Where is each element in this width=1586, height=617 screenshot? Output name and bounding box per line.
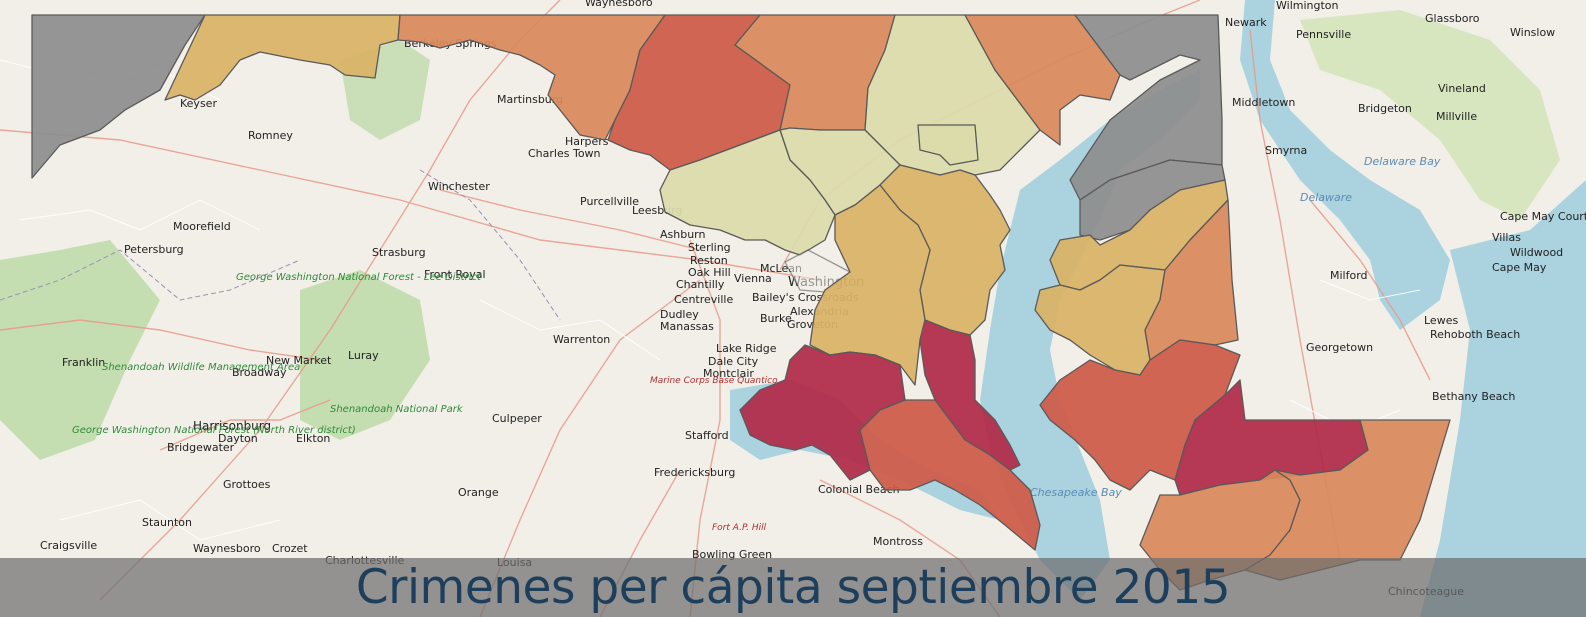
map-label: Reston (690, 254, 728, 267)
map-label: Orange (458, 486, 499, 499)
map-label: Franklin (62, 356, 105, 369)
map-label: Georgetown (1306, 341, 1373, 354)
map-label: Milford (1330, 269, 1368, 282)
map-label: Rehoboth Beach (1430, 328, 1520, 341)
map-label: Pennsville (1296, 28, 1351, 41)
map-label: Shenandoah Wildlife Management Area (102, 362, 300, 373)
map-label: Strasburg (372, 246, 426, 259)
map-label: Dayton (218, 432, 258, 445)
county-cecil[interactable] (1069, 14, 1223, 201)
map-label: Winslow (1510, 26, 1555, 39)
map-label: Luray (348, 349, 379, 362)
county-st-marys[interactable] (859, 399, 1041, 551)
map-label: Charles Town (528, 147, 601, 160)
map-label: Burke (760, 312, 792, 325)
county-calvert[interactable] (919, 319, 1021, 471)
county-baltimore-city[interactable] (917, 124, 979, 166)
map-label: Fredericksburg (654, 466, 735, 479)
map-label: Purcellville (580, 195, 639, 208)
map-label: Centreville (674, 293, 733, 306)
map-label: Smyrna (1265, 144, 1307, 157)
map-label: Ashburn (660, 228, 706, 241)
map-label: Colonial Beach (818, 483, 900, 496)
map-label: Martinsburg (497, 93, 563, 106)
map-label: Broadway (232, 366, 287, 379)
map-label: Elkton (296, 432, 330, 445)
map-label: Glassboro (1425, 12, 1480, 25)
map-label: George Washington National Forest (North… (72, 425, 356, 436)
county-garrett[interactable] (31, 14, 206, 179)
map-label: Grottoes (223, 478, 271, 491)
map-label: Villas (1492, 231, 1521, 244)
map-label: Wilmington (1276, 0, 1339, 12)
map-label: Culpeper (492, 412, 542, 425)
map-label: Crozet (272, 542, 308, 555)
county-allegany[interactable] (164, 14, 401, 101)
map-label: New Market (266, 354, 332, 367)
map-label: Warrenton (553, 333, 610, 346)
map-label: Waynesboro (585, 0, 653, 9)
water-delaware-river (1240, 0, 1450, 330)
county-talbot[interactable] (1034, 264, 1166, 376)
map-label: Millville (1436, 110, 1477, 123)
park-area-nj (1300, 10, 1560, 220)
state-borders (0, 169, 561, 321)
title-bar: Crimenes per cápita septiembre 2015 (0, 558, 1586, 617)
map-label: Fort A.P. Hill (712, 523, 767, 533)
map-label: Middletown (1232, 96, 1295, 109)
map-title: Crimenes per cápita septiembre 2015 (355, 560, 1231, 615)
map-label: Oak Hill (688, 266, 731, 279)
park-area-shenandoah (300, 270, 430, 440)
map-label: Dale City (708, 355, 759, 368)
map-label: Delaware Bay (1364, 155, 1441, 168)
map-label: Bridgeton (1358, 102, 1412, 115)
map-label: Cape May (1492, 261, 1547, 274)
map-label: Front Royal (424, 268, 486, 281)
map-label: Waynesboro (193, 542, 261, 555)
map-label: Manassas (660, 320, 714, 333)
map-label: Newark (1225, 16, 1267, 29)
water-atlantic (1420, 180, 1586, 617)
map-label: Moorefield (173, 220, 231, 233)
map-label: Sterling (688, 241, 731, 254)
map-label: Lake Ridge (716, 342, 777, 355)
map-label: Bowling Green (692, 548, 772, 561)
map-label: Staunton (142, 516, 192, 529)
map-label: Bethany Beach (1432, 390, 1515, 403)
map-label: Harrisonburg (193, 419, 271, 433)
map-label: Winchester (428, 180, 490, 193)
map-label: George Washington National Forest - Lee … (236, 272, 482, 283)
water-chesapeake (980, 70, 1200, 600)
map-label: Delaware (1300, 191, 1352, 204)
map-label: Lewes (1424, 314, 1458, 327)
map-label: Stafford (685, 429, 729, 442)
map-label: Dudley (660, 308, 699, 321)
map-label: Chantilly (676, 278, 725, 291)
map-label: Wildwood (1510, 246, 1563, 259)
map-label: Marine Corps Base Quantico (650, 376, 778, 386)
park-area-west (0, 240, 160, 460)
map-label: Petersburg (124, 243, 184, 256)
map-label: Shenandoah National Park (330, 404, 464, 415)
map-label: Vineland (1438, 82, 1486, 95)
map-label: Romney (248, 129, 293, 142)
map-label: Vienna (734, 272, 772, 285)
map-label: Montclair (703, 367, 754, 380)
map-label: Keyser (180, 97, 217, 110)
map-label: Montross (873, 535, 923, 548)
map-label: Cape May Court House (1500, 210, 1586, 223)
map-label: Bridgewater (167, 441, 235, 454)
map-label: Craigsville (40, 539, 97, 552)
map-label: Chesapeake Bay (1030, 486, 1122, 499)
